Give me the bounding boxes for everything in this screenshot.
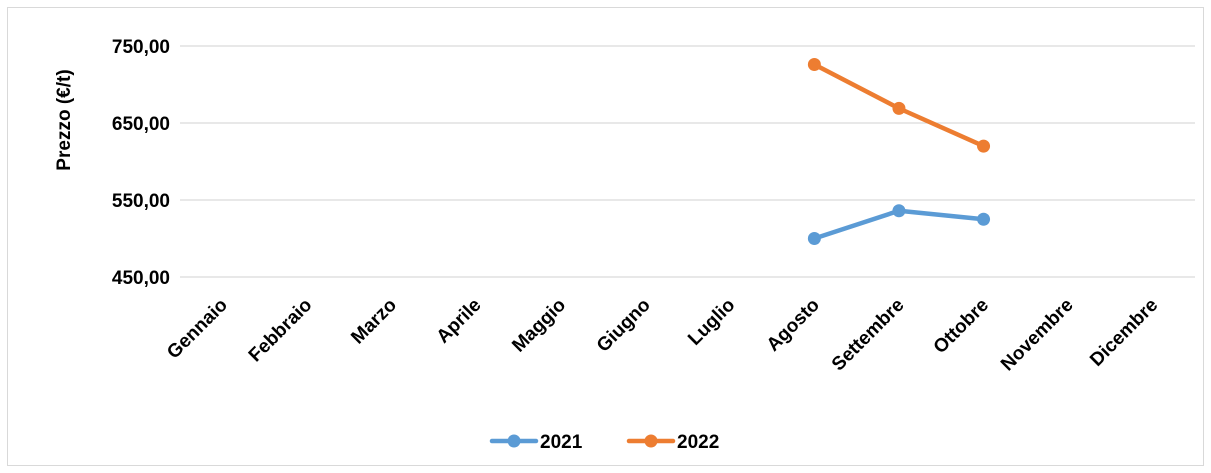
data-point-2021	[807, 232, 821, 245]
chart-frame	[7, 7, 1204, 466]
x-tick-label: Settembre	[828, 295, 909, 376]
x-tick-label: Maggio	[508, 295, 570, 357]
x-tick-label: Aprile	[433, 295, 486, 348]
y-axis-title: Prezzo (€/t)	[54, 69, 75, 170]
x-tick-label: Gennaio	[163, 295, 232, 364]
legend-swatch-marker	[644, 434, 658, 448]
x-axis-ticks: Gennaio Febbraio Marzo Aprile Maggio Giugno Lu…	[163, 295, 1162, 376]
data-point-2022	[977, 139, 991, 153]
y-axis-ticks: 450,00 550,00 650,00 750,00	[112, 37, 170, 289]
x-tick-label: Febbraio	[245, 295, 317, 367]
legend-label: 2022	[677, 432, 719, 453]
x-tick-label: Novembre	[997, 295, 1078, 376]
data-point-2022	[807, 57, 821, 71]
data-point-2022	[892, 101, 906, 115]
gridlines	[180, 45, 1195, 278]
data-point-2021	[892, 204, 906, 218]
x-tick-label: Luglio	[684, 295, 739, 350]
y-tick-label: 550,00	[112, 191, 170, 212]
data-point-2021	[977, 212, 991, 226]
y-tick-label: 450,00	[112, 268, 170, 289]
legend: 2021 2022	[489, 432, 719, 453]
x-tick-label: Dicembre	[1086, 295, 1162, 371]
series-lines	[807, 57, 991, 245]
x-tick-label: Giugno	[593, 295, 655, 357]
x-tick-label: Agosto	[763, 295, 824, 356]
x-tick-label: Ottobre	[930, 295, 993, 358]
y-tick-label: 750,00	[112, 37, 170, 58]
legend-swatch-marker	[507, 434, 521, 448]
x-tick-label: Marzo	[347, 295, 401, 349]
legend-label: 2021	[540, 432, 583, 453]
y-tick-label: 650,00	[112, 114, 170, 135]
